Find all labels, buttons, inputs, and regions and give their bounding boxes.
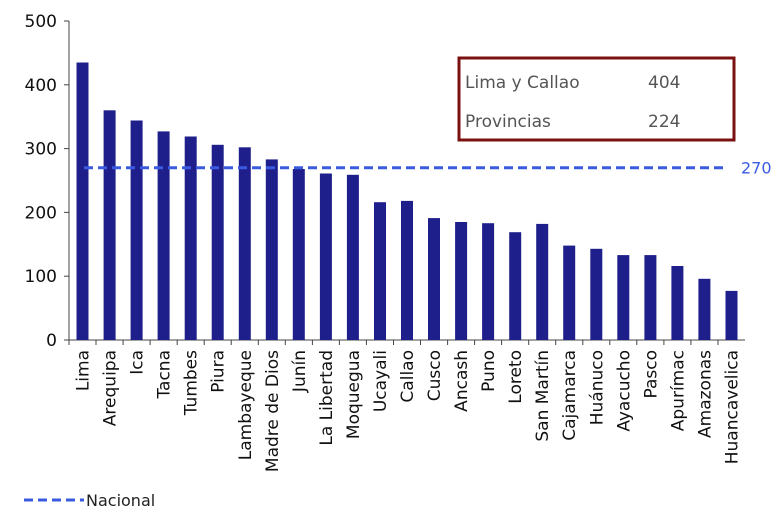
x-axis-labels: Lima Arequipa Ica Tacna Tumbes Piura Lambayequ… <box>68 340 743 472</box>
category-label: Loreto <box>506 350 526 404</box>
bar <box>644 255 657 340</box>
bar <box>346 174 359 340</box>
bar <box>698 278 711 340</box>
category-label: Piura <box>209 350 229 393</box>
bar <box>509 232 522 340</box>
y-tick-label: 500 <box>25 12 57 32</box>
summary-value-provincias: 224 <box>648 112 680 132</box>
bar <box>482 223 495 340</box>
category-label: Callao <box>398 350 418 403</box>
category-label: Ica <box>128 350 148 375</box>
category-label: San Martín <box>533 350 553 442</box>
y-axis: 0 100 200 300 400 500 <box>25 12 745 351</box>
bar <box>292 169 305 340</box>
category-label: Ayacucho <box>614 350 634 432</box>
category-label: Madre de Dios <box>263 350 283 472</box>
category-label: Amazonas <box>695 350 715 438</box>
category-label: Ucayali <box>371 350 391 412</box>
bar <box>319 173 332 340</box>
category-label: Cusco <box>425 350 445 401</box>
y-tick-label: 200 <box>25 203 57 223</box>
bar <box>401 200 413 340</box>
bar <box>590 248 603 340</box>
bar <box>76 62 89 340</box>
bar <box>157 131 170 340</box>
category-label: Arequipa <box>101 350 121 426</box>
bar <box>184 136 197 340</box>
category-label: Pasco <box>641 350 661 399</box>
category-label: Lambayeque <box>236 350 256 460</box>
bar <box>563 245 576 340</box>
category-label: Huánuco <box>587 350 607 425</box>
bar <box>428 218 440 340</box>
bar <box>103 110 116 340</box>
category-label: Junín <box>290 350 310 393</box>
reference-line-group: 270 <box>84 159 772 178</box>
bar <box>374 202 386 340</box>
y-tick-label: 300 <box>25 140 57 160</box>
category-label: Apurímac <box>668 350 688 431</box>
summary-value-lima-callao: 404 <box>648 73 680 93</box>
category-label: La Libertad <box>317 350 337 446</box>
y-tick-label: 100 <box>25 267 57 287</box>
bar <box>671 266 684 340</box>
bar <box>211 144 224 340</box>
y-tick-label: 0 <box>46 331 57 351</box>
category-label: Tacna <box>155 350 175 400</box>
bar <box>238 147 251 340</box>
category-label: Cajamarca <box>560 350 580 441</box>
category-label: Ancash <box>452 350 472 412</box>
category-label: Moquegua <box>344 350 364 439</box>
bar <box>617 255 630 340</box>
category-label: Puno <box>479 350 499 392</box>
legend: Nacional <box>24 491 155 510</box>
bar <box>536 223 549 340</box>
bar <box>130 120 143 340</box>
category-label: Tumbes <box>182 350 202 416</box>
summary-label-provincias: Provincias <box>465 112 551 132</box>
reference-line-label: 270 <box>741 159 772 178</box>
bar <box>265 159 278 340</box>
category-label: Huancavelica <box>723 350 743 464</box>
y-tick-label: 400 <box>25 76 57 96</box>
bars <box>76 62 738 340</box>
bar <box>455 222 468 340</box>
summary-label-lima-callao: Lima y Callao <box>465 73 580 93</box>
category-label: Lima <box>74 350 94 391</box>
summary-box: Lima y Callao 404 Provincias 224 <box>457 56 736 142</box>
bar <box>725 290 738 340</box>
legend-label-nacional: Nacional <box>86 491 155 510</box>
summary-box-border <box>457 56 736 142</box>
